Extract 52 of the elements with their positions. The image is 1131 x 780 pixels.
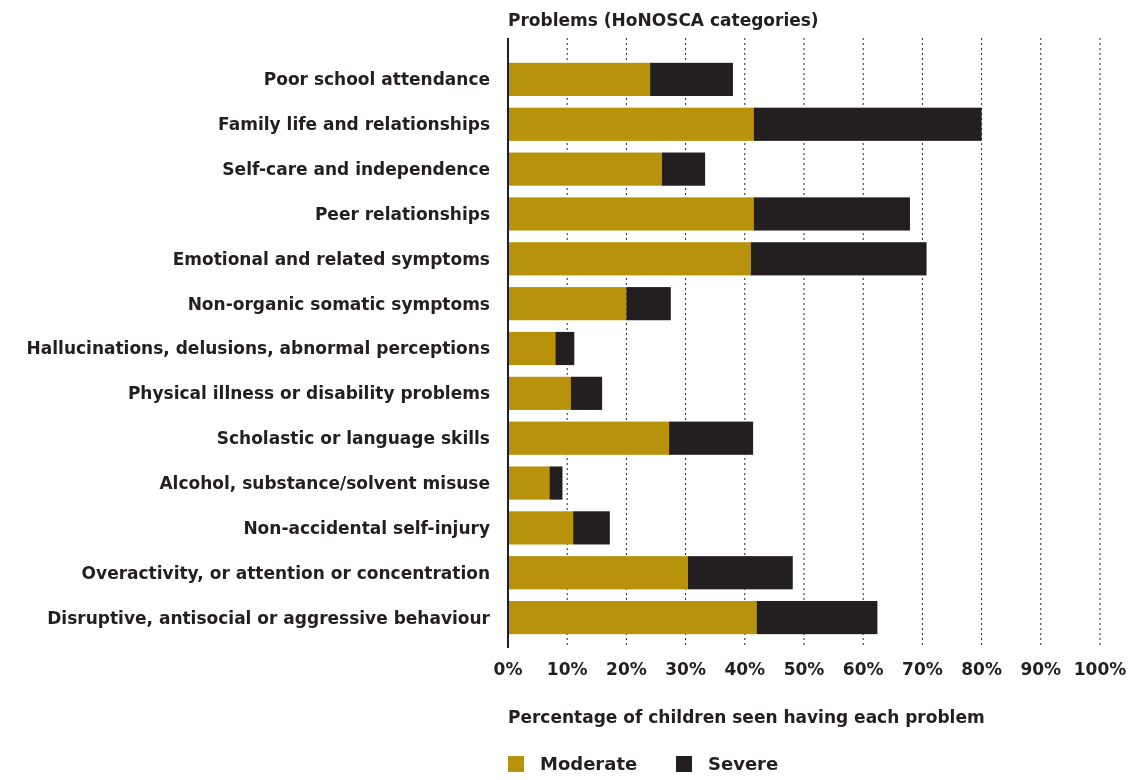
bar xyxy=(753,107,982,141)
bar xyxy=(508,600,757,635)
bar xyxy=(650,62,733,97)
bar xyxy=(508,197,754,231)
bar xyxy=(508,107,754,141)
x-tick-label: 50% xyxy=(783,659,825,679)
y-tick-label: Physical illness or disability problems xyxy=(127,383,490,404)
x-tick-label: 10% xyxy=(546,659,588,679)
y-tick-label: Disruptive, antisocial or aggressive behaviour xyxy=(47,607,491,628)
y-tick-label: Non-accidental self-injury xyxy=(243,517,490,538)
bar xyxy=(508,287,627,321)
x-tick-label: 0% xyxy=(493,659,523,679)
x-tick-label: 70% xyxy=(902,659,943,679)
y-tick-label: Alcohol, substance/solvent misuse xyxy=(159,472,490,493)
legend-label: Severe xyxy=(708,753,779,774)
bar xyxy=(508,62,651,97)
y-tick-label: Poor school attendance xyxy=(263,69,490,90)
bar xyxy=(573,511,610,545)
bar xyxy=(508,152,662,186)
bar xyxy=(626,287,671,321)
x-tick-label: 40% xyxy=(724,659,766,679)
bar xyxy=(508,511,574,545)
x-tick-label: 60% xyxy=(842,659,884,679)
x-axis-title: Percentage of children seen having each problem xyxy=(508,707,985,727)
bar xyxy=(508,466,550,500)
y-tick-label: Self-care and independence xyxy=(222,159,490,180)
y-tick-label: Emotional and related symptoms xyxy=(172,248,490,269)
bar xyxy=(508,331,556,366)
x-tick-label: 100% xyxy=(1073,659,1127,679)
bar xyxy=(549,466,563,500)
legend-label: Moderate xyxy=(540,753,638,774)
bar xyxy=(661,152,706,186)
y-tick-label: Non-organic somatic symptoms xyxy=(187,293,490,314)
bar xyxy=(753,197,910,231)
bar xyxy=(508,556,688,590)
x-tick-label: 80% xyxy=(961,659,1002,679)
x-tick-label: 30% xyxy=(665,659,706,679)
bar xyxy=(508,242,751,276)
x-tick-label: 90% xyxy=(1020,659,1062,679)
chart-title: Problems (HoNOSCA categories) xyxy=(508,10,819,30)
y-tick-label: Scholastic or language skills xyxy=(216,428,490,449)
x-tick-label: 20% xyxy=(606,659,647,679)
bar xyxy=(555,331,575,366)
y-tick-label: Hallucinations, delusions, abnormal perceptions xyxy=(26,338,490,359)
y-tick-label: Family life and relationships xyxy=(218,114,490,135)
bar xyxy=(508,421,670,455)
bar xyxy=(750,242,927,276)
y-tick-label: Overactivity, or attention or concentration xyxy=(81,562,490,583)
bar xyxy=(508,376,571,410)
y-tick-label: Peer relationships xyxy=(314,203,490,224)
bar xyxy=(669,421,754,455)
bar xyxy=(570,376,603,410)
